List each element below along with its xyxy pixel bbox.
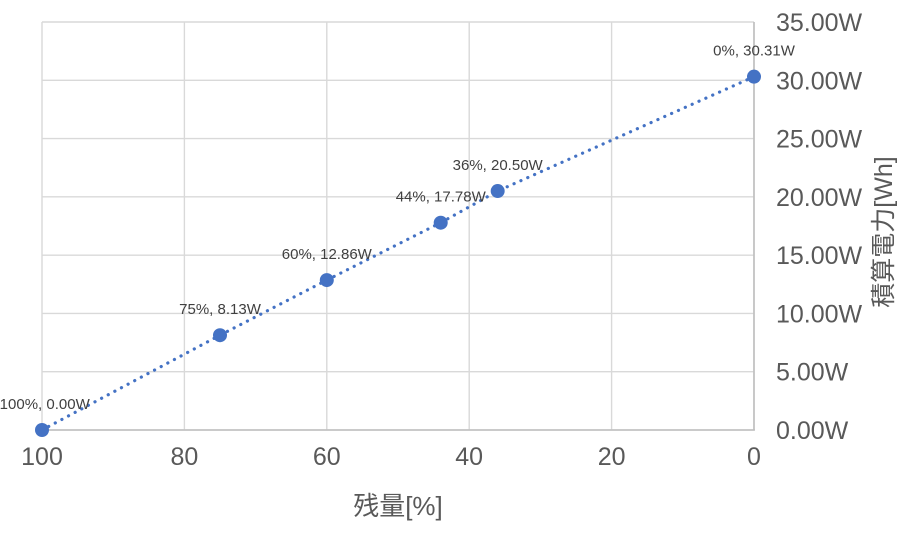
x-tick-label: 20 [598, 443, 626, 471]
y-tick-label: 30.00W [776, 67, 863, 95]
data-point-label: 100%, 0.00W [0, 396, 91, 413]
data-point-label: 60%, 12.86W [282, 246, 373, 263]
x-tick-label: 0 [747, 443, 761, 471]
data-point-marker [319, 273, 334, 288]
y-tick-label: 20.00W [776, 184, 863, 212]
y-axis-title: 積算電力[Wh] [870, 156, 898, 308]
data-point-marker [747, 69, 761, 84]
x-tick-label: 60 [313, 443, 341, 471]
data-point-label: 36%, 20.50W [453, 157, 544, 174]
x-tick-label: 40 [455, 443, 483, 471]
x-tick-label: 100 [21, 443, 63, 471]
data-point-marker [213, 328, 227, 343]
y-tick-label: 10.00W [776, 300, 863, 328]
data-point-label: 0%, 30.31W [713, 43, 796, 60]
series-line [40, 75, 756, 432]
x-axis-title: 残量[%] [353, 491, 443, 521]
y-tick-label: 5.00W [776, 359, 849, 387]
data-point-label: 44%, 17.78W [396, 189, 487, 206]
data-point-marker [433, 215, 448, 230]
y-tick-label: 15.00W [776, 242, 863, 270]
y-tick-label: 0.00W [776, 417, 849, 445]
data-point-label: 75%, 8.13W [179, 301, 262, 318]
data-point-marker [490, 184, 505, 199]
data-point-marker [35, 423, 49, 437]
x-tick-label: 80 [170, 443, 198, 471]
y-tick-label: 35.00W [776, 9, 863, 37]
y-tick-label: 25.00W [776, 126, 863, 154]
